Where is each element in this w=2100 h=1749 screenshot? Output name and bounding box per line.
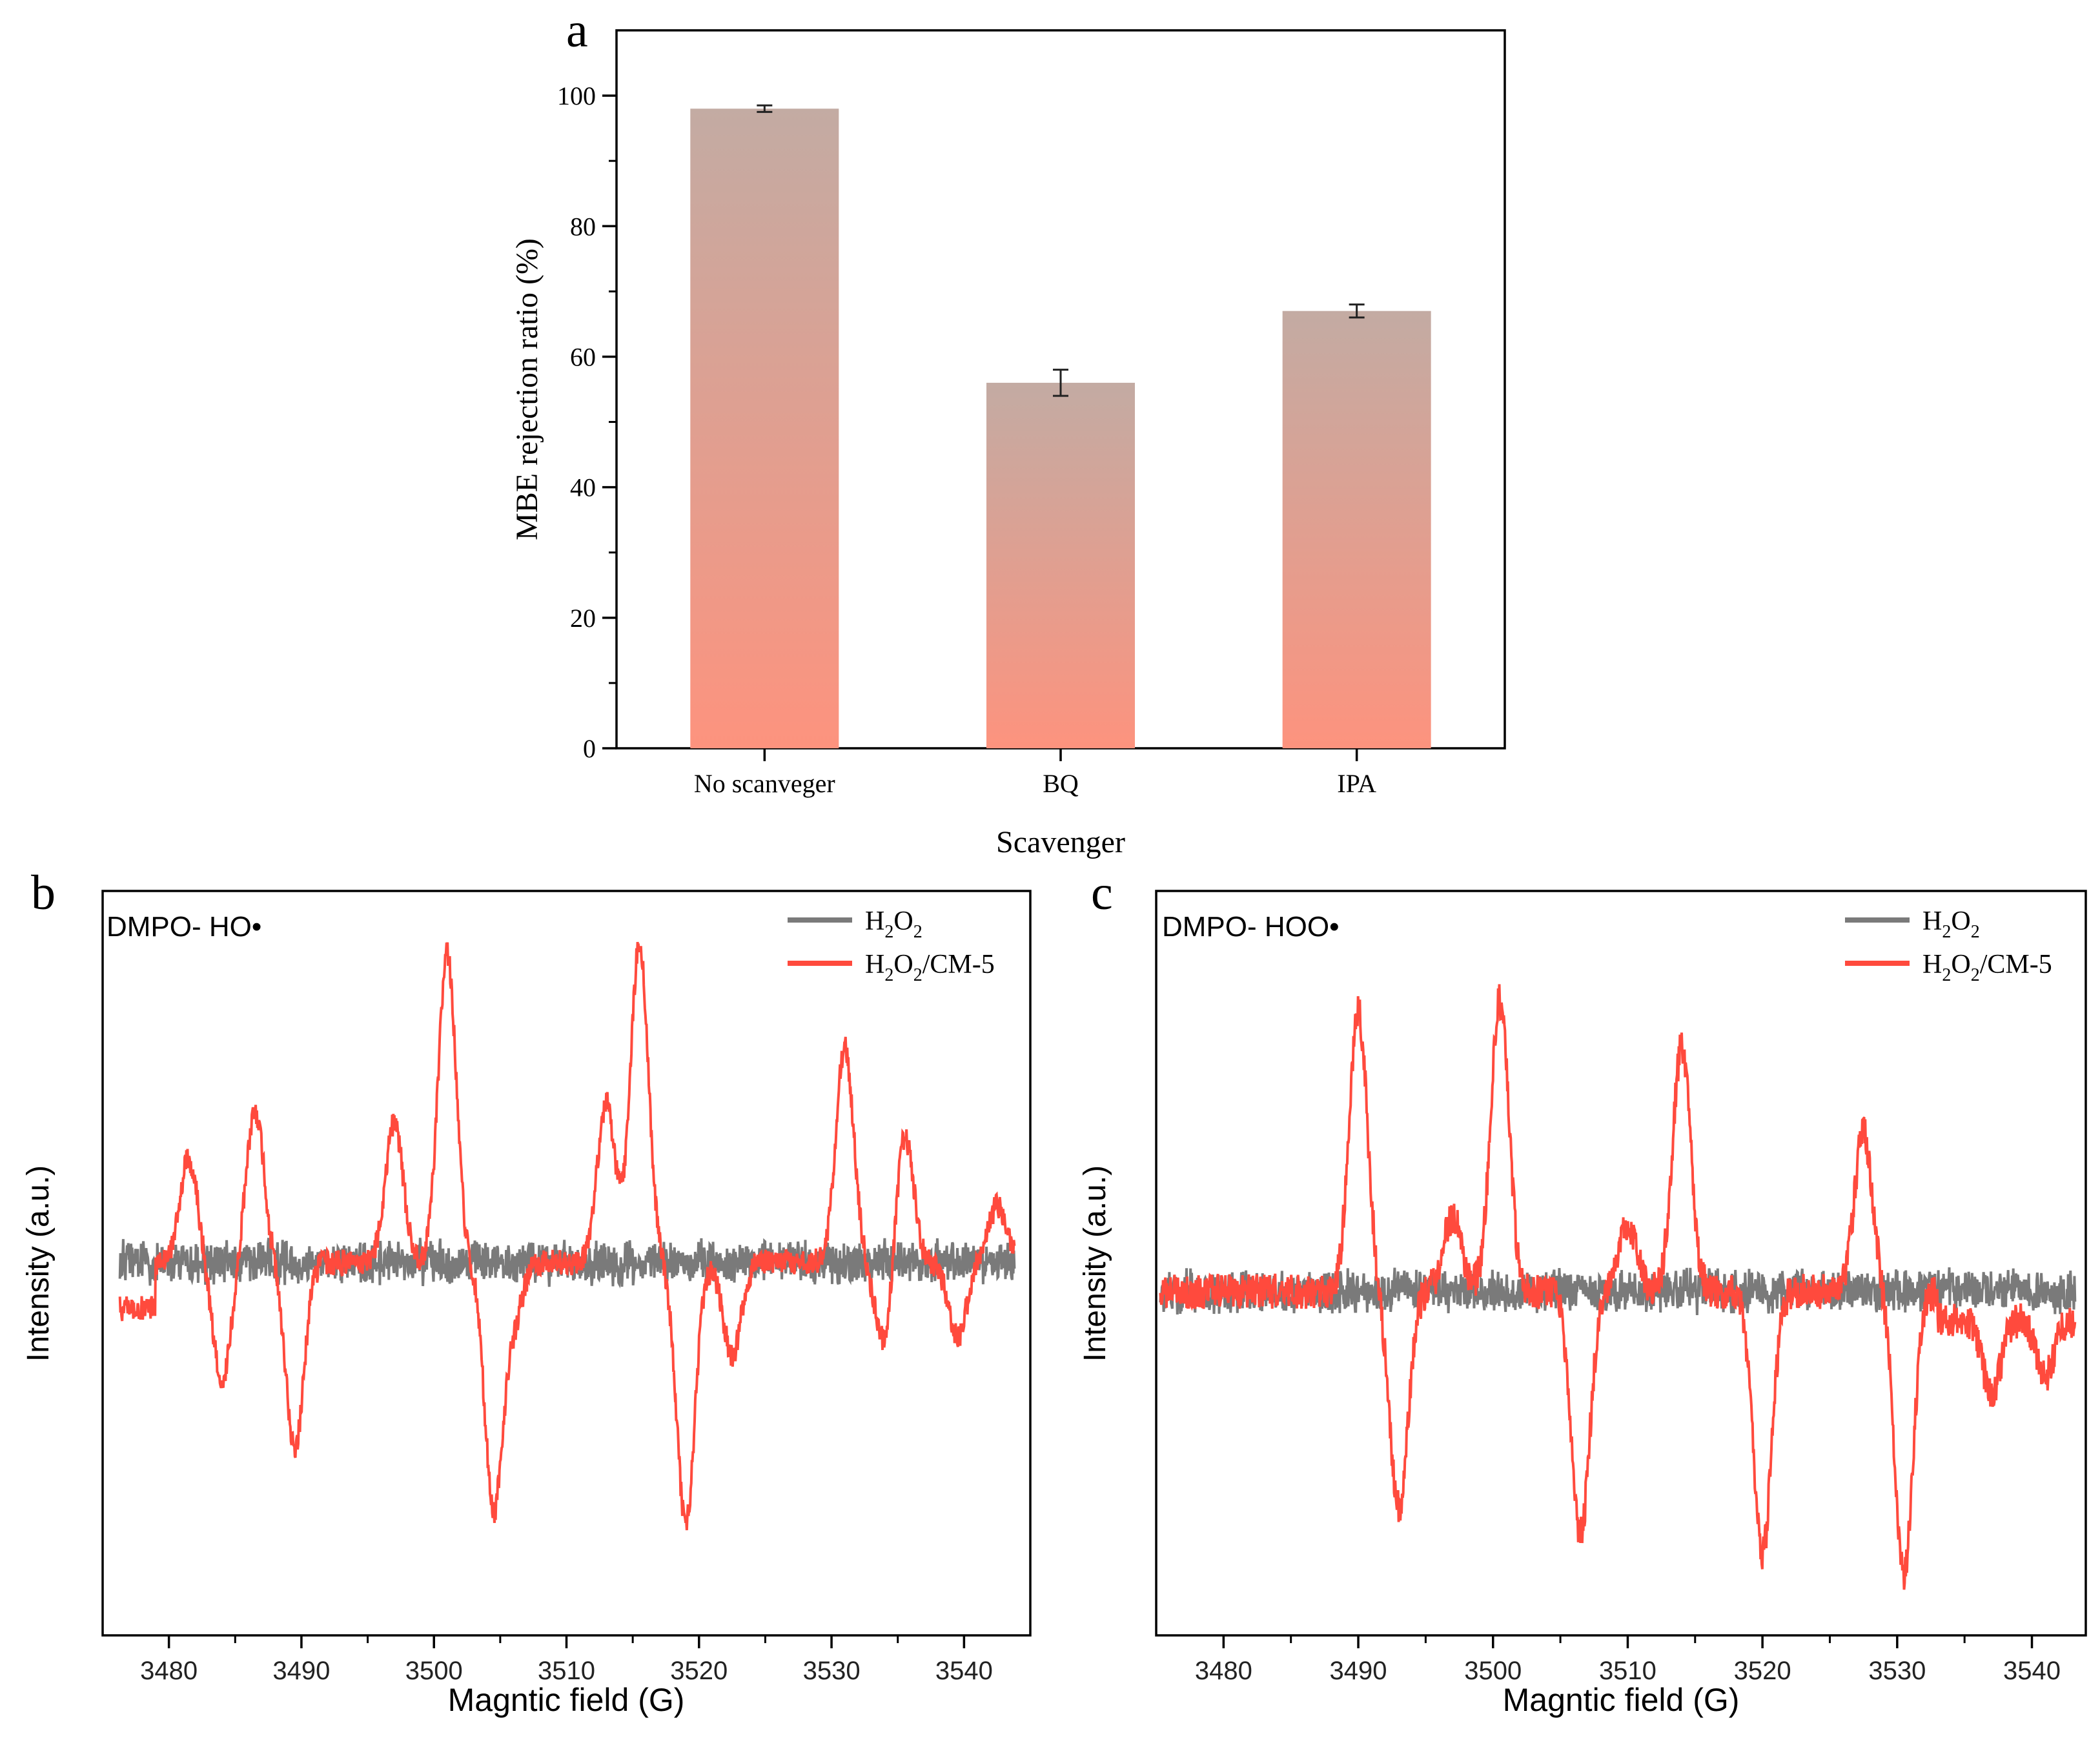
traces-c — [1159, 984, 2077, 1590]
y-axis-label-b: Intensity (a.u.) — [21, 1165, 56, 1362]
y-tick-label-a: 60 — [570, 342, 596, 371]
x-tick-label: 3490 — [1330, 1657, 1387, 1685]
bar-3 — [1282, 311, 1431, 748]
panel-label-c: c — [1091, 866, 1113, 920]
x-tick-label-a: IPA — [1337, 769, 1376, 798]
bar-2 — [986, 382, 1135, 748]
x-tick-label: 3520 — [670, 1657, 728, 1685]
legend-label-gray-c: H2O2 — [1922, 906, 1980, 942]
panel-b: b 3480 3490 3500 3510 3520 3530 3540 DMPO- HO•… — [21, 866, 1032, 1718]
legend-c: H2O2 H2O2/CM-5 — [1845, 906, 2052, 985]
x-tick-label: 3500 — [405, 1657, 463, 1685]
x-axis-b: 3480 3490 3500 3510 3520 3530 3540 — [140, 1635, 993, 1685]
bar-1 — [690, 108, 839, 749]
legend-label-red-b: H2O2/CM-5 — [865, 950, 995, 985]
y-tick-label-a: 40 — [570, 473, 596, 502]
series-h2o2-cm5-b — [118, 941, 1016, 1531]
x-tick-label: 3540 — [2003, 1657, 2061, 1685]
x-tick-label-a: BQ — [1043, 769, 1079, 798]
series-h2o2-cm5-c — [1159, 984, 2077, 1590]
x-axis-label-c: Magntic field (G) — [1503, 1682, 1740, 1718]
legend-label-gray-b: H2O2 — [865, 906, 923, 942]
y-tick-label-a: 100 — [557, 81, 596, 110]
annotation-b: DMPO- HO• — [107, 911, 261, 943]
bars-a — [690, 104, 1431, 749]
x-tick-label: 3480 — [140, 1657, 198, 1685]
x-tick-label: 3520 — [1734, 1657, 1791, 1685]
x-tick-label: 3540 — [935, 1657, 993, 1685]
panel-a: a 0 20 40 60 80 100 No scanveger BQ IPA MBE rej… — [510, 3, 1506, 859]
panel-c: c 3480 3490 3500 3510 3520 3530 3540 DMPO- HOO… — [1078, 866, 2087, 1718]
x-tick-label-a: No scanveger — [694, 769, 835, 798]
x-axis-label-b: Magntic field (G) — [448, 1682, 685, 1718]
annotation-c: DMPO- HOO• — [1162, 911, 1340, 943]
x-tick-label: 3510 — [538, 1657, 595, 1685]
plot-frame-c — [1155, 890, 2087, 1637]
panel-label-b: b — [31, 866, 56, 920]
x-tick-label: 3530 — [803, 1657, 861, 1685]
x-axis-c: 3480 3490 3500 3510 3520 3530 3540 — [1195, 1635, 2061, 1685]
x-tick-label: 3510 — [1599, 1657, 1657, 1685]
y-tick-label-a: 20 — [570, 604, 596, 633]
x-axis-a: No scanveger BQ IPA — [694, 748, 1376, 798]
x-tick-label: 3490 — [272, 1657, 330, 1685]
y-tick-label-a: 80 — [570, 212, 596, 241]
y-tick-label-a: 0 — [583, 734, 596, 763]
y-axis-a: 0 20 40 60 80 100 — [557, 81, 617, 763]
traces-b — [118, 941, 1016, 1531]
y-axis-label-c: Intensity (a.u.) — [1078, 1165, 1112, 1362]
legend-b: H2O2 H2O2/CM-5 — [788, 906, 995, 985]
x-axis-label-a: Scavenger — [996, 825, 1125, 859]
legend-label-red-c: H2O2/CM-5 — [1922, 950, 2052, 985]
x-tick-label: 3500 — [1464, 1657, 1522, 1685]
x-tick-label: 3480 — [1195, 1657, 1252, 1685]
x-tick-label: 3530 — [1868, 1657, 1926, 1685]
y-axis-label-a: MBE rejection ratio (%) — [510, 238, 544, 540]
panel-label-a: a — [566, 3, 588, 57]
